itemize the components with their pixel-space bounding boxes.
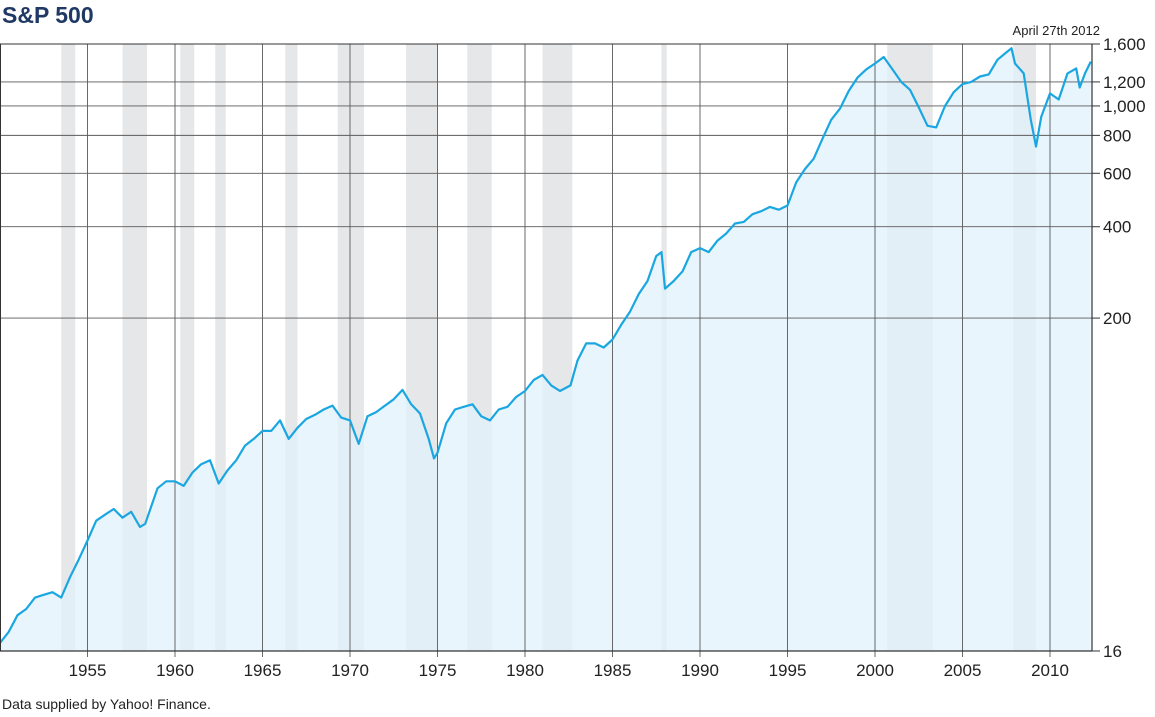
- x-tick-label: 1995: [769, 661, 807, 680]
- x-tick-label: 1955: [69, 661, 107, 680]
- x-tick-label: 2010: [1031, 661, 1069, 680]
- x-tick-label: 1965: [244, 661, 282, 680]
- x-tick-label: 1975: [419, 661, 457, 680]
- data-source-note: Data supplied by Yahoo! Finance.: [2, 696, 211, 712]
- y-tick-label: 600: [1103, 164, 1131, 183]
- x-tick-label: 2000: [856, 661, 894, 680]
- y-tick-label: 1,200: [1103, 73, 1146, 92]
- x-tick-label: 1960: [156, 661, 194, 680]
- grid-lines: [0, 44, 1092, 657]
- axes: [0, 43, 1100, 652]
- x-tick-label: 1985: [594, 661, 632, 680]
- x-tick-label: 2005: [944, 661, 982, 680]
- price-line: [0, 47, 1092, 644]
- x-tick-label: 1980: [506, 661, 544, 680]
- recession-band: [61, 44, 76, 651]
- tick-labels: 1955 1960 1965 1970 1975 1980 1985 1990 1995 2000…: [69, 35, 1146, 680]
- y-tick-label: 1,000: [1103, 97, 1146, 116]
- date-annotation: April 27th 2012: [1013, 23, 1100, 38]
- y-tick-label: 1,600: [1103, 35, 1146, 54]
- series-line: [0, 47, 1092, 644]
- recession-band: [215, 44, 226, 651]
- y-tick-label: 16: [1103, 642, 1122, 661]
- x-tick-label: 1970: [331, 661, 369, 680]
- y-tick-label: 200: [1103, 309, 1131, 328]
- y-tick-label: 800: [1103, 126, 1131, 145]
- price-area: [0, 48, 1091, 651]
- y-tick-label: 400: [1103, 218, 1131, 237]
- area-fill: [0, 48, 1091, 651]
- chart-title: S&P 500: [2, 2, 94, 28]
- x-tick-label: 1990: [681, 661, 719, 680]
